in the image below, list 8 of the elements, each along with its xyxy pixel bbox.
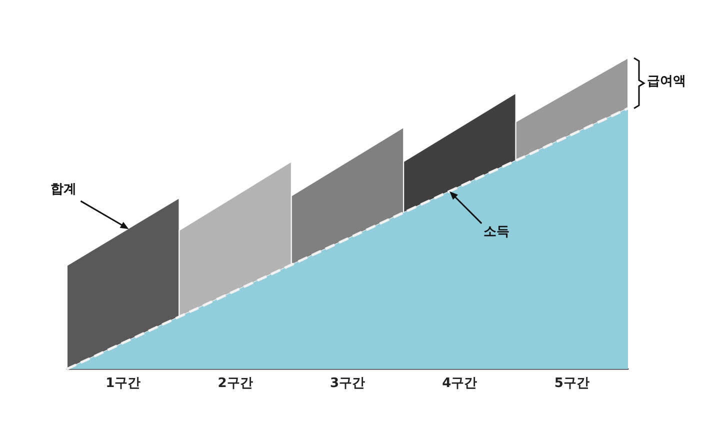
annotation: 소득 xyxy=(484,224,510,240)
x-tick-label: 3구간 xyxy=(330,376,366,391)
x-tick-label: 2구간 xyxy=(218,376,253,391)
x-tick-label: 4구간 xyxy=(442,376,478,391)
annotation: 합계 xyxy=(50,182,77,198)
x-tick-label: 1구간 xyxy=(106,376,141,391)
x-tick-label: 5구간 xyxy=(554,376,590,391)
annotation: 급여액 xyxy=(647,74,686,90)
